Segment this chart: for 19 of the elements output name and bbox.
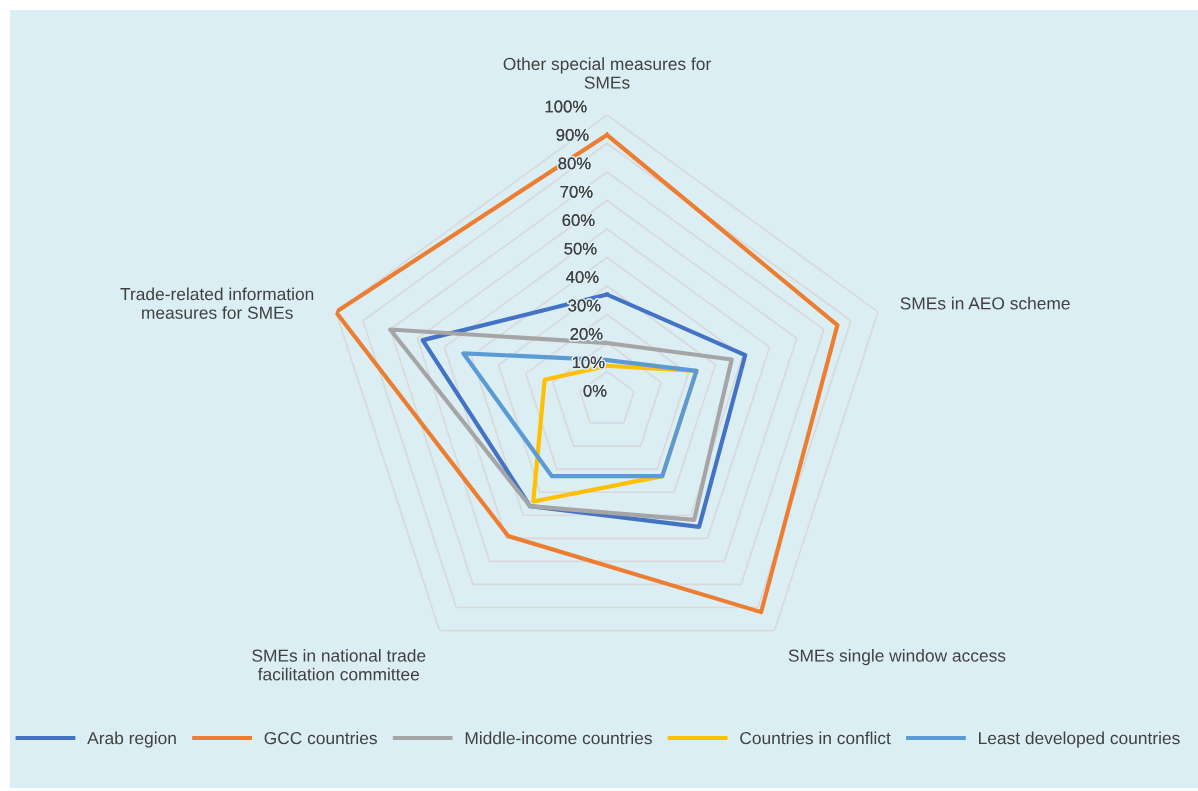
y-tick-label: 20% [570, 328, 603, 340]
y-tick-label: 60% [562, 214, 595, 227]
y-tick-label: 0% [583, 384, 607, 397]
spoke-label: SMEs single window access [788, 649, 1006, 666]
legend-label: Least developed countries [979, 731, 1180, 748]
spoke-label: SMEs in AEO scheme [900, 296, 1070, 310]
y-tick-label: 50% [564, 242, 597, 255]
y-tick-label: 30% [568, 299, 601, 312]
spoke-label: Other special measures for SMEs [503, 57, 711, 89]
y-tick-label: 90% [556, 129, 589, 141]
y-tick-label: 70% [560, 185, 593, 198]
legend-label: Middle-income countries [465, 731, 652, 745]
legend-label: Countries in conflict [740, 731, 891, 745]
spoke-label: Trade-related information measures for SMEs [120, 287, 314, 319]
y-tick-label: 40% [566, 271, 599, 283]
legend-label: GCC countries [264, 731, 377, 745]
y-tick-label: 100% [545, 100, 587, 113]
legend-label: Arab region [87, 731, 176, 748]
spoke-label: SMEs in national trade facilitation committee [252, 649, 426, 681]
